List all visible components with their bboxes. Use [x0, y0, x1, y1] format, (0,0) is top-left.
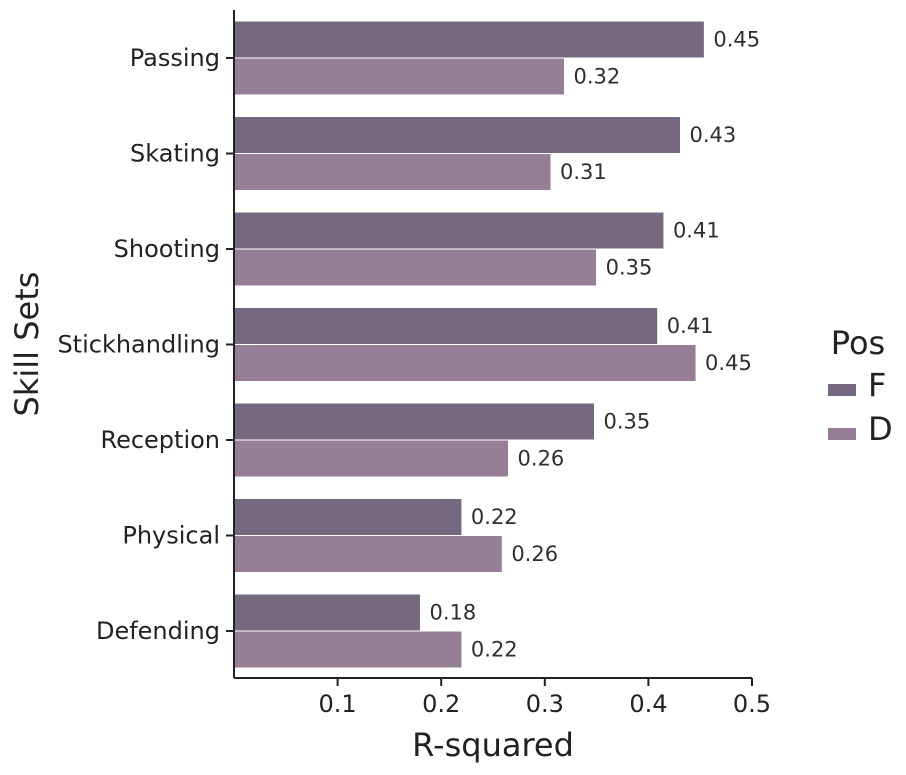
- data-label-f-stickhandling: 0.41: [667, 314, 714, 338]
- data-label-d-physical: 0.26: [511, 542, 558, 566]
- data-label-f-shooting: 0.41: [673, 219, 720, 243]
- bar-d-skating: [233, 153, 552, 191]
- y-tick-label-skating: Skating: [130, 140, 220, 168]
- y-axis-ticks: Passing Skating Shooting Stickhandling Recep…: [57, 44, 234, 645]
- bar-f-passing: [233, 20, 705, 59]
- data-label-d-defending: 0.22: [471, 638, 518, 662]
- data-label-d-passing: 0.32: [573, 65, 620, 89]
- bar-f-stickhandling: [233, 307, 659, 345]
- data-labels-group: 0.45 0.32 0.43 0.31 0.41 0.35 0.41 0.45 0.35 0.26…: [429, 28, 760, 662]
- data-label-f-reception: 0.35: [604, 410, 651, 434]
- bar-d-passing: [233, 57, 565, 96]
- y-tick-label-physical: Physical: [122, 522, 220, 550]
- y-tick-label-passing: Passing: [130, 44, 220, 72]
- bar-d-reception: [233, 439, 510, 478]
- legend-swatch-f: [828, 384, 856, 396]
- y-tick-label-shooting: Shooting: [114, 235, 220, 263]
- data-label-d-reception: 0.26: [518, 447, 565, 471]
- data-label-d-stickhandling: 0.45: [705, 351, 752, 375]
- bar-d-defending: [233, 630, 463, 669]
- bar-f-skating: [233, 116, 682, 154]
- data-label-d-skating: 0.31: [560, 160, 607, 184]
- y-tick-label-reception: Reception: [100, 426, 220, 454]
- bar-d-stickhandling: [233, 344, 697, 382]
- legend: Pos FD: [828, 324, 893, 448]
- data-label-f-passing: 0.45: [713, 28, 760, 52]
- bar-d-physical: [233, 535, 503, 573]
- data-label-f-defending: 0.18: [429, 601, 476, 625]
- data-label-f-physical: 0.22: [471, 505, 518, 529]
- y-tick-label-stickhandling: Stickhandling: [57, 331, 220, 359]
- x-axis-ticks: 0.1 0.2 0.3 0.4 0.5: [319, 678, 771, 718]
- bar-f-defending: [233, 593, 421, 632]
- data-label-f-skating: 0.43: [690, 123, 737, 147]
- x-tick-label: 0.5: [733, 690, 771, 718]
- x-tick-label: 0.2: [422, 690, 460, 718]
- legend-items: FD: [828, 366, 893, 448]
- x-axis-title: R-squared: [412, 726, 574, 764]
- legend-title: Pos: [831, 324, 885, 362]
- x-tick-label: 0.4: [629, 690, 667, 718]
- y-tick-label-defending: Defending: [96, 617, 220, 645]
- x-tick-label: 0.3: [526, 690, 564, 718]
- legend-swatch-d: [828, 428, 856, 440]
- bar-d-shooting: [233, 248, 598, 287]
- data-label-d-shooting: 0.35: [606, 256, 653, 280]
- bar-f-reception: [233, 402, 596, 441]
- bar-f-physical: [233, 498, 463, 536]
- legend-label-f: F: [868, 366, 886, 404]
- bar-f-shooting: [233, 211, 665, 250]
- bars-group: [233, 20, 705, 669]
- y-axis-title: Skill Sets: [8, 272, 46, 417]
- x-tick-label: 0.1: [319, 690, 357, 718]
- legend-label-d: D: [868, 410, 893, 448]
